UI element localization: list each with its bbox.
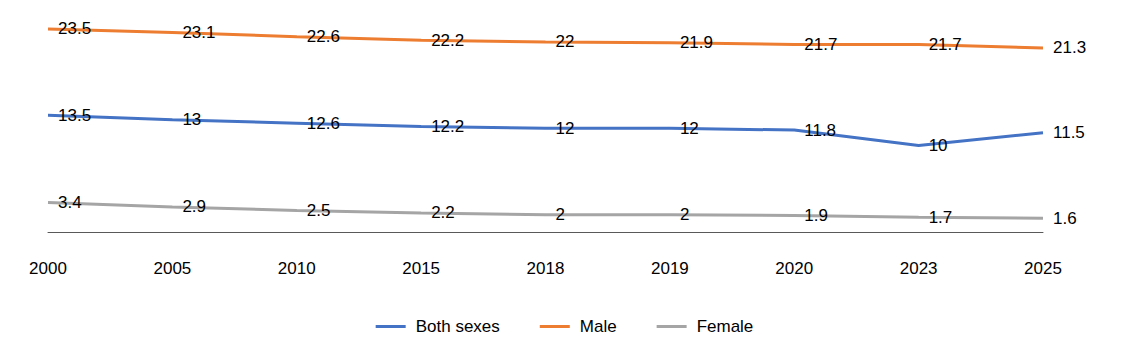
svg-text:Both sexes: Both sexes bbox=[416, 317, 500, 336]
svg-text:2.9: 2.9 bbox=[182, 197, 206, 216]
svg-text:10: 10 bbox=[929, 136, 948, 155]
svg-text:2.5: 2.5 bbox=[307, 201, 331, 220]
svg-text:23.1: 23.1 bbox=[182, 23, 215, 42]
svg-text:2010: 2010 bbox=[278, 259, 316, 278]
svg-text:2020: 2020 bbox=[775, 259, 813, 278]
svg-text:21.9: 21.9 bbox=[680, 33, 713, 52]
svg-text:22.2: 22.2 bbox=[431, 31, 464, 50]
svg-text:13: 13 bbox=[182, 110, 201, 129]
svg-text:2: 2 bbox=[680, 205, 689, 224]
svg-text:12: 12 bbox=[556, 119, 575, 138]
svg-text:2018: 2018 bbox=[527, 259, 565, 278]
svg-text:2023: 2023 bbox=[900, 259, 938, 278]
svg-text:2: 2 bbox=[556, 205, 565, 224]
svg-text:22: 22 bbox=[556, 32, 575, 51]
svg-text:13.5: 13.5 bbox=[58, 106, 91, 125]
svg-text:12.6: 12.6 bbox=[307, 114, 340, 133]
svg-text:2019: 2019 bbox=[651, 259, 689, 278]
svg-text:Female: Female bbox=[697, 317, 754, 336]
svg-text:21.3: 21.3 bbox=[1053, 38, 1086, 57]
svg-text:3.4: 3.4 bbox=[58, 193, 82, 212]
svg-text:2000: 2000 bbox=[29, 259, 67, 278]
svg-text:22.6: 22.6 bbox=[307, 27, 340, 46]
svg-text:21.7: 21.7 bbox=[929, 35, 962, 54]
svg-text:1.6: 1.6 bbox=[1053, 209, 1077, 228]
svg-text:2015: 2015 bbox=[402, 259, 440, 278]
svg-text:12: 12 bbox=[680, 119, 699, 138]
svg-text:21.7: 21.7 bbox=[804, 35, 837, 54]
svg-text:2005: 2005 bbox=[153, 259, 191, 278]
svg-text:1.9: 1.9 bbox=[804, 206, 828, 225]
svg-text:12.2: 12.2 bbox=[431, 117, 464, 136]
svg-text:23.5: 23.5 bbox=[58, 19, 91, 38]
svg-text:1.7: 1.7 bbox=[929, 208, 953, 227]
svg-text:Male: Male bbox=[580, 317, 617, 336]
svg-text:11.8: 11.8 bbox=[804, 121, 836, 140]
svg-text:2.2: 2.2 bbox=[431, 203, 455, 222]
svg-text:11.5: 11.5 bbox=[1053, 123, 1085, 142]
svg-text:2025: 2025 bbox=[1024, 259, 1062, 278]
